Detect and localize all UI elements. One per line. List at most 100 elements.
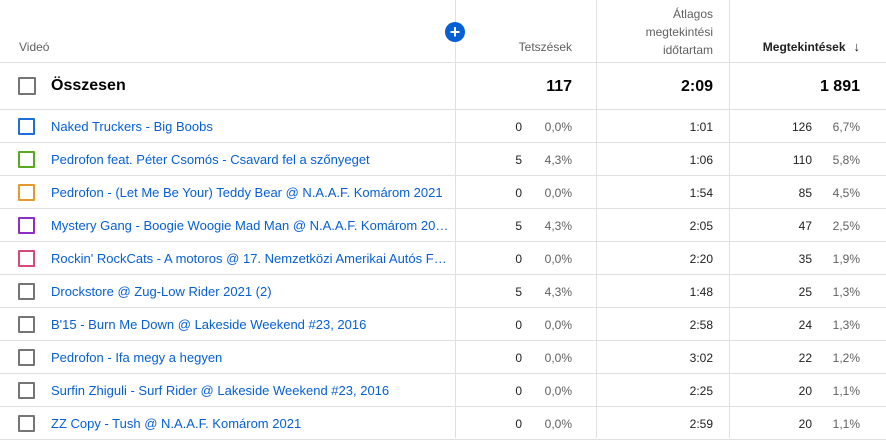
video-title-link[interactable]: Pedrofon feat. Péter Csomós - Csavard fe…: [51, 152, 370, 167]
row-views: 24: [798, 318, 812, 332]
row-avg-duration: 2:59: [689, 417, 713, 431]
row-views-pct: 6,7%: [832, 120, 860, 134]
row-views: 22: [798, 351, 812, 365]
row-likes-pct: 4,3%: [544, 219, 572, 233]
row-likes-pct: 0,0%: [544, 318, 572, 332]
row-avg-duration: 2:05: [689, 219, 713, 233]
header-divider: [0, 62, 886, 63]
table-row: Surfin Zhiguli - Surf Rider @ Lakeside W…: [0, 374, 886, 407]
table-row: Mystery Gang - Boogie Woogie Mad Man @ N…: [0, 209, 886, 242]
row-likes-pct: 0,0%: [544, 252, 572, 266]
avg-duration-label-line1: Átlagos: [672, 7, 713, 21]
row-likes: 0: [515, 384, 522, 398]
row-avg-duration: 1:48: [689, 285, 713, 299]
video-title-link[interactable]: Rockin' RockCats - A motoros @ 17. Nemze…: [51, 251, 449, 266]
video-title-link[interactable]: Naked Truckers - Big Boobs: [51, 119, 213, 134]
video-title-link[interactable]: Drockstore @ Zug-Low Rider 2021 (2): [51, 284, 272, 299]
row-likes: 0: [515, 318, 522, 332]
total-checkbox[interactable]: [18, 77, 36, 95]
row-checkbox[interactable]: [18, 316, 35, 333]
row-views-pct: 1,1%: [832, 417, 860, 431]
row-views: 47: [798, 219, 812, 233]
row-avg-duration: 1:54: [689, 186, 713, 200]
column-header-views[interactable]: Megtekintések ↓: [735, 38, 860, 56]
row-views-pct: 1,1%: [832, 384, 860, 398]
row-views: 25: [798, 285, 812, 299]
row-checkbox[interactable]: [18, 217, 35, 234]
row-divider: [0, 340, 886, 341]
row-divider: [0, 373, 886, 374]
row-views-pct: 1,3%: [832, 285, 860, 299]
row-likes: 5: [515, 153, 522, 167]
row-views: 35: [798, 252, 812, 266]
row-likes-pct: 0,0%: [544, 384, 572, 398]
row-avg-duration: 2:20: [689, 252, 713, 266]
total-likes: 117: [546, 78, 572, 95]
table-row: Pedrofon feat. Péter Csomós - Csavard fe…: [0, 143, 886, 176]
row-likes-pct: 0,0%: [544, 351, 572, 365]
row-likes-pct: 0,0%: [544, 186, 572, 200]
row-views-pct: 4,5%: [832, 186, 860, 200]
avg-duration-label-line2: megtekintési: [645, 25, 713, 39]
row-checkbox[interactable]: [18, 382, 35, 399]
row-divider: [0, 142, 886, 143]
row-avg-duration: 1:06: [689, 153, 713, 167]
row-views: 85: [798, 186, 812, 200]
video-title-link[interactable]: Surfin Zhiguli - Surf Rider @ Lakeside W…: [51, 383, 390, 398]
row-views: 126: [791, 120, 812, 134]
table-row: B'15 - Burn Me Down @ Lakeside Weekend #…: [0, 308, 886, 341]
row-likes: 5: [515, 285, 522, 299]
row-checkbox[interactable]: [18, 250, 35, 267]
row-avg-duration: 1:01: [689, 120, 713, 134]
video-title-link[interactable]: Pedrofon - Ifa megy a hegyen: [51, 350, 223, 365]
row-views-pct: 1,9%: [832, 252, 860, 266]
table-row: Rockin' RockCats - A motoros @ 17. Nemze…: [0, 242, 886, 275]
row-checkbox[interactable]: [18, 283, 35, 300]
row-checkbox[interactable]: [18, 118, 35, 135]
column-header-avg-duration[interactable]: Átlagos megtekintési időtartam: [600, 5, 713, 59]
row-likes-pct: 4,3%: [544, 153, 572, 167]
row-views: 20: [798, 417, 812, 431]
row-likes-pct: 0,0%: [544, 417, 572, 431]
row-views-pct: 1,2%: [832, 351, 860, 365]
row-likes: 0: [515, 120, 522, 134]
column-header-likes[interactable]: Tetszések: [518, 40, 572, 54]
row-checkbox[interactable]: [18, 151, 35, 168]
table-row: Pedrofon - (Let Me Be Your) Teddy Bear @…: [0, 176, 886, 209]
plus-icon: +: [449, 22, 461, 42]
arrow-down-icon: ↓: [853, 39, 861, 54]
row-divider: [0, 241, 886, 242]
avg-duration-label-line3: időtartam: [662, 43, 713, 57]
row-likes: 0: [515, 351, 522, 365]
video-title-link[interactable]: ZZ Copy - Tush @ N.A.A.F. Komárom 2021: [51, 416, 302, 431]
video-title-link[interactable]: Pedrofon - (Let Me Be Your) Teddy Bear @…: [51, 185, 443, 200]
column-divider-likes: [455, 0, 456, 438]
row-checkbox[interactable]: [18, 415, 35, 432]
row-views-pct: 2,5%: [832, 219, 860, 233]
column-divider-views: [729, 0, 730, 438]
row-likes: 5: [515, 219, 522, 233]
row-likes-pct: 4,3%: [544, 285, 572, 299]
row-views-pct: 1,3%: [832, 318, 860, 332]
add-metric-button[interactable]: +: [445, 22, 465, 42]
row-likes-pct: 0,0%: [544, 120, 572, 134]
video-title-link[interactable]: B'15 - Burn Me Down @ Lakeside Weekend #…: [51, 317, 367, 332]
row-avg-duration: 2:58: [689, 318, 713, 332]
video-title-link[interactable]: Mystery Gang - Boogie Woogie Mad Man @ N…: [51, 218, 449, 233]
column-divider-duration: [596, 0, 597, 438]
row-divider: [0, 307, 886, 308]
views-label: Megtekintések: [762, 40, 846, 54]
row-divider: [0, 274, 886, 275]
row-divider: [0, 208, 886, 209]
row-checkbox[interactable]: [18, 349, 35, 366]
table-row: Pedrofon - Ifa megy a hegyen 0 0,0% 3:02 22 1…: [0, 341, 886, 374]
row-avg-duration: 2:25: [689, 384, 713, 398]
row-checkbox[interactable]: [18, 184, 35, 201]
row-likes: 0: [515, 417, 522, 431]
table-row: Drockstore @ Zug-Low Rider 2021 (2) 5 4,3%…: [0, 275, 886, 308]
table-row: ZZ Copy - Tush @ N.A.A.F. Komárom 2021 0 0…: [0, 407, 886, 440]
row-divider: [0, 175, 886, 176]
column-header-video[interactable]: Videó: [19, 40, 50, 54]
table-row: Naked Truckers - Big Boobs 0 0,0% 1:01 126 6,…: [0, 110, 886, 143]
row-views-pct: 5,8%: [832, 153, 860, 167]
